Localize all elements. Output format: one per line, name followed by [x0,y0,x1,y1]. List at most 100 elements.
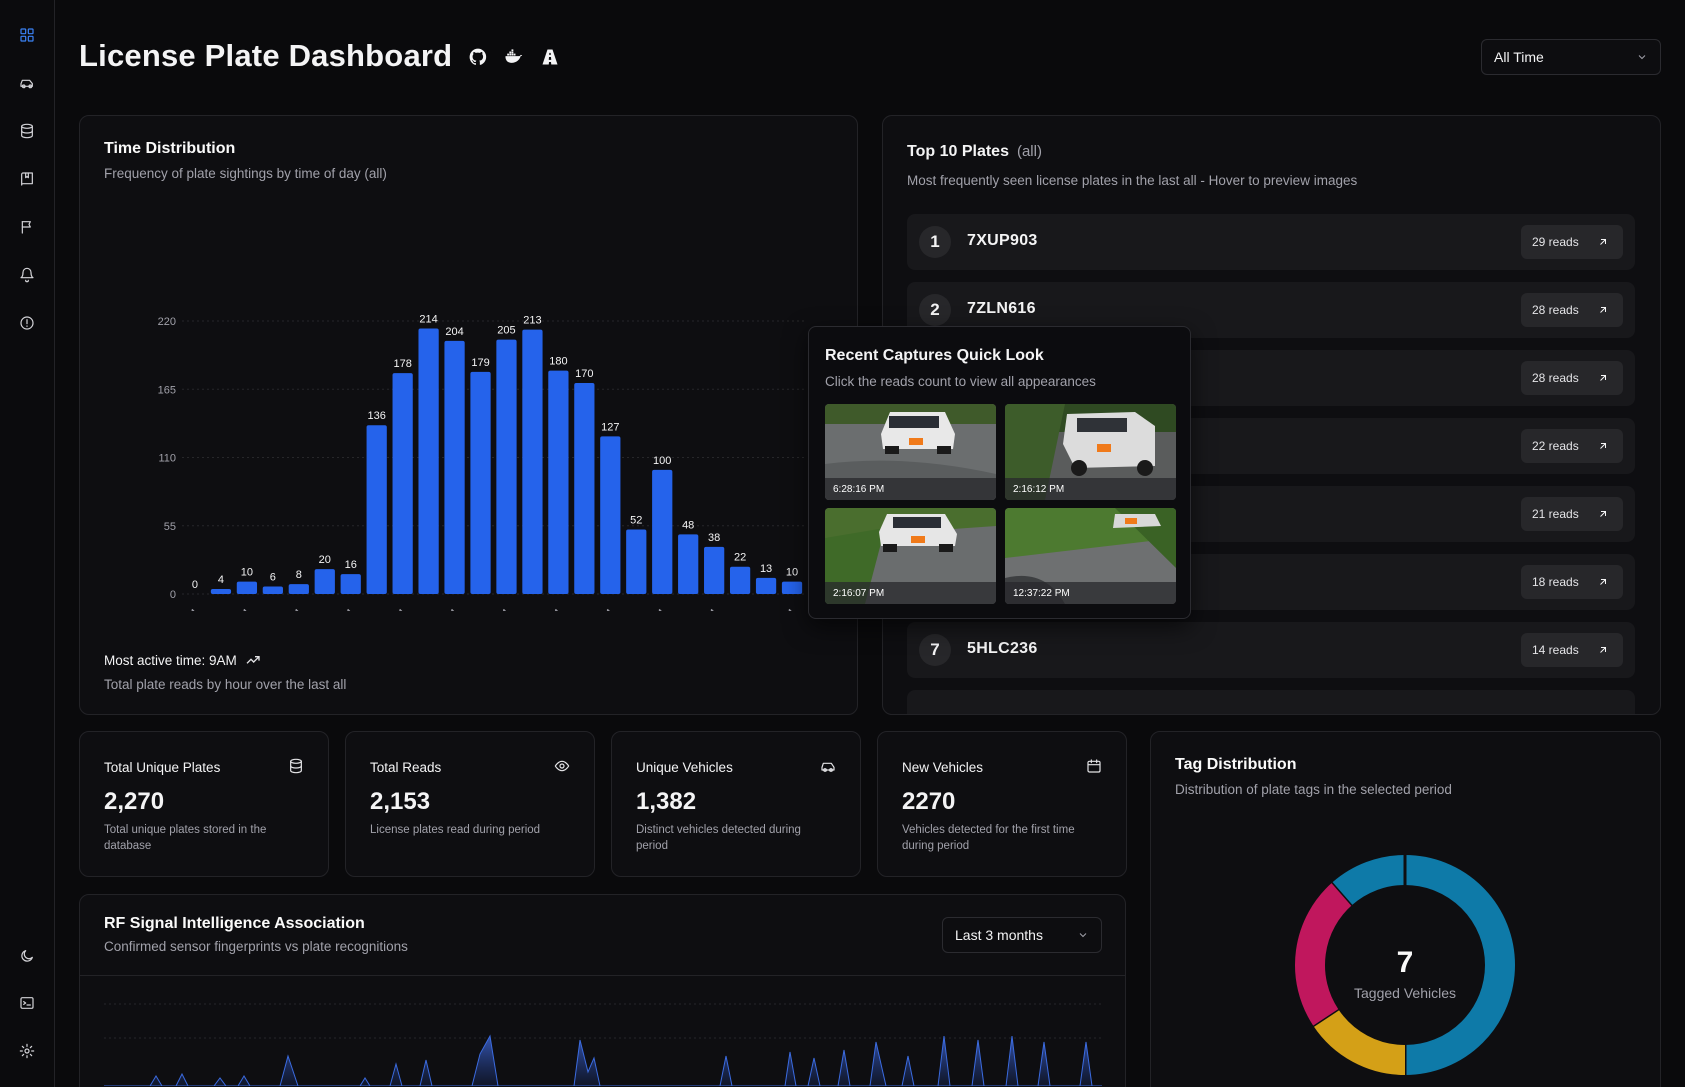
capture-thumbnail[interactable]: 6:28:16 PM [825,404,996,500]
bar[interactable] [366,425,387,594]
database-icon[interactable] [17,121,37,141]
bar[interactable] [678,534,699,594]
capture-thumbnail[interactable]: 12:37:22 PM [1005,508,1176,604]
reads-button[interactable]: 21 reads [1521,497,1623,531]
bar-value-label: 100 [653,455,671,467]
book-icon[interactable] [17,169,37,189]
bar[interactable] [522,329,543,594]
x-tick-label: 4PM [589,606,616,611]
reads-button[interactable]: 22 reads [1521,429,1623,463]
stat-description: Distinct vehicles detected during period [636,824,801,852]
bar[interactable] [574,383,595,594]
reads-button[interactable]: 14 reads [1521,633,1623,667]
y-tick-label: 165 [158,384,176,396]
bar[interactable] [314,569,335,594]
capture-thumbnail[interactable]: 2:16:12 PM [1005,404,1176,500]
y-tick-label: 220 [158,316,176,328]
bar[interactable] [470,371,491,594]
stat-value: 1,382 [636,788,697,815]
x-tick-label: 2PM [537,606,564,611]
x-tick-label: 10AM [429,606,461,611]
road-icon[interactable] [539,46,561,68]
plate-row[interactable]: 7 5HLC236 14 reads [907,622,1635,678]
donut-segment[interactable] [1313,1008,1406,1075]
bar[interactable] [781,581,803,594]
bar[interactable] [444,340,465,594]
plate-number: 5HLC236 [967,640,1038,657]
donut-segment[interactable] [1332,855,1406,906]
arrow-up-right-icon [1600,511,1606,517]
bar-value-label: 10 [241,567,253,579]
x-tick-label: 8AM [381,606,408,611]
arrow-up-right-icon [1600,307,1606,313]
time-range-value: All Time [1494,49,1544,65]
donut-segment[interactable] [1295,882,1353,1026]
github-icon[interactable] [467,46,489,68]
bar[interactable] [210,589,232,594]
reads-button[interactable]: 18 reads [1521,565,1623,599]
arrow-up-right-icon [1600,579,1606,585]
x-tick-label: 11PM [767,606,798,611]
chevron-down-icon [1079,933,1087,938]
bar[interactable] [496,339,517,594]
bar[interactable] [704,546,725,594]
reads-count: 28 reads [1532,303,1579,317]
database-icon [288,758,306,776]
docker-icon[interactable] [502,46,524,68]
bar[interactable] [262,586,283,594]
stat-value: 2,153 [370,788,431,815]
time-range-select[interactable]: All Time [1481,39,1661,75]
terminal-icon[interactable] [17,993,37,1013]
donut-gap [1330,880,1355,907]
y-tick-label: 110 [158,453,176,465]
quick-look-title: Recent Captures Quick Look [825,347,1044,364]
reads-count: 29 reads [1532,235,1579,249]
car-icon [820,758,838,776]
sidebar [0,0,55,1087]
car-icon[interactable] [17,73,37,93]
bar[interactable] [236,581,258,594]
bar[interactable] [729,566,751,594]
bar[interactable] [626,529,647,594]
bar[interactable] [340,574,361,594]
bar-value-label: 6 [270,572,276,584]
plate-row[interactable]: 1 7XUP903 29 reads [907,214,1635,270]
bar-value-label: 16 [345,559,357,571]
bar[interactable] [392,373,413,594]
bar[interactable] [548,370,569,594]
capture-thumbnail[interactable]: 2:16:07 PM [825,508,996,604]
time-distribution-title: Time Distribution [104,140,236,157]
quick-look-subtitle: Click the reads count to view all appear… [825,374,1096,389]
stat-card-new-vehicles: New Vehicles 2270 Vehicles detected for … [877,731,1127,877]
tag-total: 7 [1397,946,1414,979]
bar-value-label: 179 [471,357,489,369]
plate-row[interactable] [907,690,1635,714]
page-title: License Plate Dashboard [79,38,453,73]
bar[interactable] [600,436,621,594]
bar[interactable] [652,469,673,594]
rank-badge: 2 [919,294,951,326]
bar[interactable] [755,577,777,594]
bar[interactable] [418,328,439,594]
flag-icon[interactable] [17,217,37,237]
dashboard-icon[interactable] [17,25,37,45]
rank-badge: 1 [919,226,951,258]
capture-time: 2:16:07 PM [825,582,996,604]
time-distribution-card: Time Distribution Frequency of plate sig… [79,115,858,715]
alert-icon[interactable] [17,313,37,333]
moon-icon[interactable] [17,946,37,966]
bar-value-label: 4 [218,574,224,586]
arrow-up-right-icon [1600,239,1606,245]
rf-divider [80,975,1125,976]
gear-icon[interactable] [17,1041,37,1061]
reads-button[interactable]: 28 reads [1521,361,1623,395]
rf-signal-subtitle: Confirmed sensor fingerprints vs plate r… [104,939,408,954]
bell-icon[interactable] [17,265,37,285]
bar-value-label: 180 [549,356,567,368]
reads-button[interactable]: 29 reads [1521,225,1623,259]
reads-button[interactable]: 28 reads [1521,293,1623,327]
bar[interactable] [288,584,309,594]
rf-range-select[interactable]: Last 3 months [942,917,1102,953]
top-plates-title-suffix: (all) [1016,143,1042,160]
donut-segment[interactable] [1404,855,1515,1075]
